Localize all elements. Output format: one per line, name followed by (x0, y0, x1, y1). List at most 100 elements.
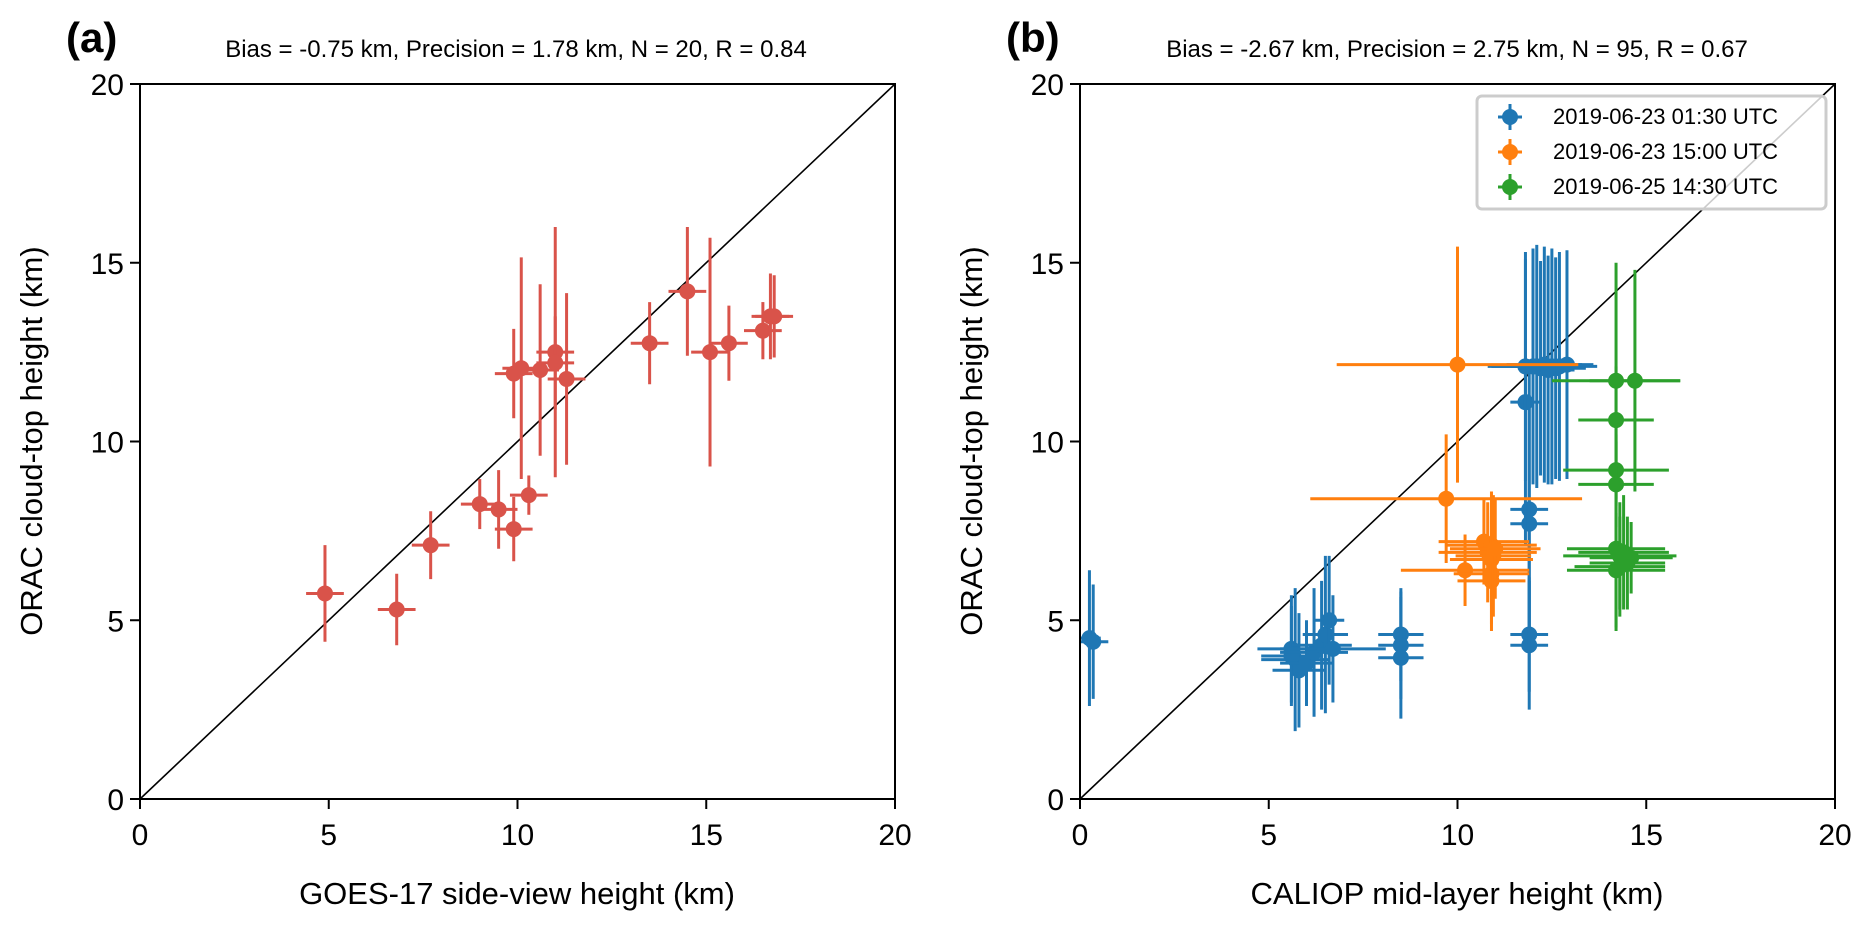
legend: 2019-06-23 01:30 UTC 2019-06-23 15:00 UT… (1475, 94, 1828, 211)
point-marker (1392, 649, 1409, 666)
point-marker (1085, 633, 1102, 650)
data-point[interactable] (630, 302, 669, 385)
point-marker (1608, 562, 1625, 579)
point-marker (558, 370, 575, 387)
legend-entry[interactable]: 2019-06-23 15:00 UTC (1498, 139, 1778, 165)
panel-a-title: Bias = -0.75 km, Precision = 1.78 km, N … (225, 36, 807, 63)
data-point[interactable] (547, 293, 586, 465)
x-tick-label: 15 (690, 819, 723, 852)
data-point[interactable] (479, 470, 518, 549)
data-point[interactable] (536, 316, 575, 410)
data-point[interactable] (1510, 395, 1549, 653)
y-tick-label: 20 (1031, 69, 1064, 102)
point-marker (702, 344, 719, 361)
x-tick-label: 20 (878, 819, 911, 852)
point-marker (520, 487, 537, 504)
series-2019-06-23-01-30-utc (1078, 244, 1598, 732)
point-marker (1483, 572, 1500, 589)
point-marker (513, 360, 530, 377)
point-marker (1317, 626, 1334, 643)
x-tick-label: 20 (1818, 819, 1851, 852)
point-marker (1608, 412, 1625, 429)
data-point[interactable] (710, 305, 748, 381)
point-marker (1521, 515, 1538, 532)
data-point[interactable] (377, 573, 416, 646)
point-marker (1487, 540, 1504, 557)
panel-b-y-axis-label: ORAC cloud-top height (km) (954, 246, 989, 635)
legend-entry-label: 2019-06-25 14:30 UTC (1553, 174, 1778, 199)
point-marker (1324, 640, 1341, 657)
data-point[interactable] (1291, 580, 1352, 710)
data-point[interactable] (1589, 269, 1681, 492)
y-tick-label: 15 (91, 248, 124, 281)
point-marker (679, 283, 696, 300)
data-point[interactable] (1280, 595, 1386, 703)
x-tick-label: 10 (1441, 819, 1474, 852)
y-tick-label: 10 (1031, 427, 1064, 460)
x-tick-label: 5 (1260, 819, 1277, 852)
panel-a-x-axis-label: GOES-17 side-view height (km) (299, 876, 735, 911)
point-marker (388, 601, 405, 618)
data-point[interactable] (509, 475, 548, 515)
data-point[interactable] (306, 545, 344, 642)
legend-marker-icon (1498, 139, 1522, 165)
x-tick-label: 0 (1072, 819, 1089, 852)
data-point[interactable] (411, 511, 450, 580)
point-marker (641, 335, 658, 352)
y-tick-label: 20 (91, 69, 124, 102)
data-point[interactable] (1302, 555, 1349, 714)
panel-a-y-axis-label: ORAC cloud-top height (km) (14, 246, 49, 635)
series-2019-06-25-14-30-utc (1551, 262, 1681, 631)
x-tick-label: 15 (1630, 819, 1663, 852)
y-tick-label: 5 (1047, 605, 1064, 638)
panel-b: (b) Bias = -2.67 km, Precision = 2.75 km… (954, 14, 1852, 911)
point-marker (1321, 612, 1338, 629)
data-point[interactable] (1589, 521, 1673, 594)
x-tick-label: 5 (320, 819, 337, 852)
data-point[interactable] (502, 257, 541, 480)
point-marker (1283, 648, 1300, 664)
point-marker (754, 322, 771, 339)
data-point[interactable] (1449, 498, 1541, 599)
data-point[interactable] (494, 496, 533, 562)
data-point[interactable] (1078, 584, 1109, 699)
data-point[interactable] (668, 227, 707, 356)
data-point[interactable] (1336, 246, 1579, 483)
data-point[interactable] (1272, 613, 1326, 728)
legend-entry[interactable]: 2019-06-23 01:30 UTC (1498, 104, 1778, 130)
point-marker (422, 537, 439, 554)
data-layer (306, 227, 794, 646)
point-marker (1449, 356, 1466, 373)
series-2019-06-23-15-00-utc (1310, 246, 1583, 631)
point-marker (766, 308, 783, 325)
y-tick-label: 0 (107, 784, 124, 817)
point-marker (1438, 490, 1455, 507)
panel-a: (a) Bias = -0.75 km, Precision = 1.78 km… (14, 14, 912, 911)
panel-a-label: (a) (66, 14, 117, 61)
legend-marker-icon (1498, 174, 1522, 200)
data-point[interactable] (1314, 555, 1345, 685)
legend-entry[interactable]: 2019-06-25 14:30 UTC (1498, 174, 1778, 200)
point-marker (1457, 562, 1474, 579)
data-point[interactable] (1566, 513, 1666, 628)
point-marker (720, 335, 737, 352)
y-tick-label: 0 (1047, 784, 1064, 817)
data-point[interactable] (755, 275, 794, 358)
data-point[interactable] (691, 237, 729, 467)
panel-b-label: (b) (1006, 14, 1060, 61)
legend-box (1475, 94, 1828, 211)
panel-b-title: Bias = -2.67 km, Precision = 2.75 km, N … (1166, 36, 1748, 63)
data-point[interactable] (1578, 495, 1669, 610)
panel-a-plot-area: 0 5 10 15 20 0 5 10 15 20 (91, 69, 912, 852)
point-marker (490, 501, 507, 518)
y-tick-label: 5 (107, 605, 124, 638)
y-tick-label: 10 (91, 427, 124, 460)
point-marker (547, 354, 564, 371)
point-marker (1623, 549, 1640, 566)
legend-entry-label: 2019-06-23 15:00 UTC (1553, 139, 1778, 164)
point-marker (532, 362, 549, 378)
point-marker (505, 521, 522, 538)
data-point[interactable] (1378, 597, 1424, 719)
series-goes-17 (306, 227, 794, 646)
